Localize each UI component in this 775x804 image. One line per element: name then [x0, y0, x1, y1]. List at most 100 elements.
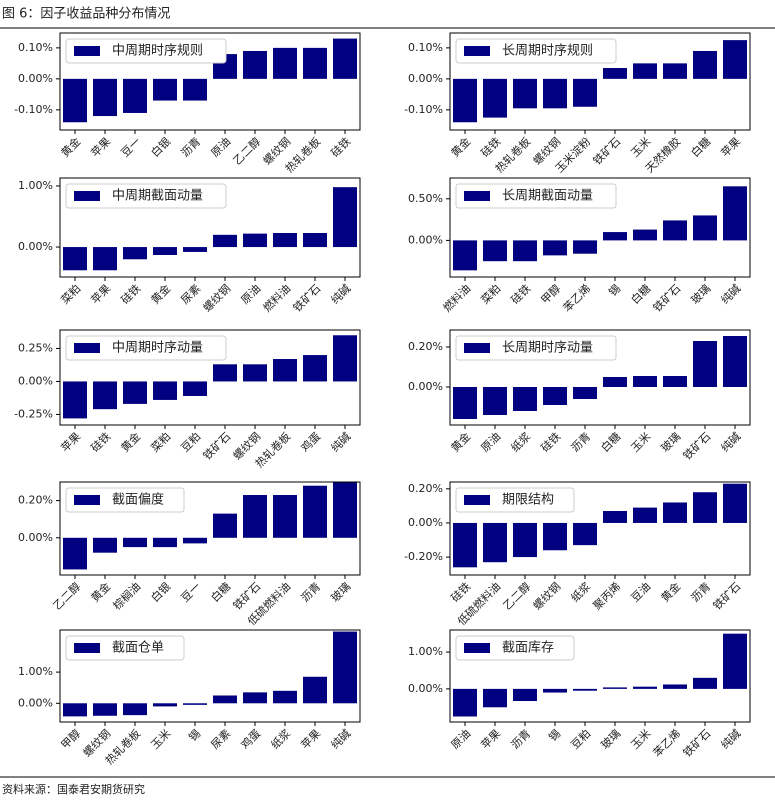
x-tick-label: 沥青	[508, 727, 533, 752]
bar	[93, 78, 117, 117]
legend-box	[455, 335, 617, 361]
x-tick-label: 黄金	[658, 579, 683, 604]
bar	[483, 688, 507, 708]
y-tick-label: 0.10%	[18, 41, 53, 54]
legend-box	[65, 335, 227, 361]
chart: 0.00% 1.00% 原油 苹果 沥青锡豆粕 玻璃 玉米苯乙烯铁矿石 纯碱 截面库存	[408, 629, 751, 760]
bar	[513, 78, 537, 109]
x-tick-label: 白银	[148, 134, 173, 159]
x-tick-label: 螺纹钢	[200, 281, 233, 314]
legend-box	[65, 487, 185, 513]
legend-label: 中周期时序动量	[112, 341, 203, 356]
x-tick-label: 锡	[546, 726, 564, 744]
plot-frame	[59, 481, 361, 576]
x-tick-label: 玻璃	[658, 429, 683, 454]
bar	[333, 187, 357, 248]
legend-swatch	[464, 46, 490, 56]
x-tick-label: 沥青	[568, 430, 593, 455]
x-tick-label: 豆一	[118, 135, 143, 160]
bar	[93, 381, 117, 410]
x-tick-label: 豆粕	[178, 429, 203, 454]
x-tick-label: 纯碱	[328, 282, 353, 307]
plot-frame	[59, 177, 361, 278]
legend-box	[455, 635, 575, 661]
y-tick-label: 1.00%	[408, 645, 443, 658]
legend-swatch	[464, 495, 490, 505]
x-tick-label: 原油	[448, 726, 473, 751]
x-tick-label: 纸浆	[568, 579, 593, 604]
bar	[483, 78, 507, 118]
y-tick-label: 0.00%	[18, 374, 53, 387]
legend-box	[65, 38, 227, 64]
bar	[543, 688, 567, 693]
bar	[93, 537, 117, 553]
x-tick-label: 玻璃	[328, 579, 353, 604]
legend-label: 长周期时序规则	[502, 44, 593, 59]
x-tick-label: 菜粕	[58, 281, 83, 306]
bar	[93, 247, 117, 271]
bar	[123, 78, 147, 113]
bar	[603, 68, 627, 79]
bar	[93, 703, 117, 716]
legend-box	[455, 183, 617, 209]
bar	[453, 688, 477, 717]
bar	[723, 336, 747, 387]
legend-box	[65, 183, 227, 209]
x-tick-label: 黄金	[448, 429, 473, 454]
x-tick-label: 白糖	[598, 429, 623, 454]
x-tick-label: 甲醇	[538, 281, 563, 306]
x-tick-label: 玉米	[148, 727, 173, 752]
x-tick-label: 纯碱	[328, 430, 353, 455]
x-tick-label: 苹果	[88, 134, 113, 159]
x-tick-label: 鸡蛋	[238, 726, 263, 751]
bar	[153, 703, 177, 707]
x-tick-label: 硅铁	[538, 430, 563, 455]
bar	[543, 522, 567, 551]
bar	[603, 377, 627, 387]
bar	[273, 47, 297, 79]
bar	[483, 240, 507, 262]
y-tick-label: 0.20%	[408, 482, 443, 495]
x-tick-label: 尿素	[178, 282, 203, 307]
bar	[303, 485, 327, 538]
x-tick-label: 黄金	[148, 281, 173, 306]
x-tick-label: 硅铁	[88, 430, 113, 455]
bar	[333, 482, 357, 538]
bar	[723, 633, 747, 689]
x-tick-label: 豆油	[628, 579, 653, 604]
y-tick-label: 0.00%	[408, 233, 443, 246]
bar	[663, 502, 687, 523]
bar	[153, 78, 177, 101]
bar	[213, 364, 237, 382]
bar	[153, 381, 177, 400]
x-tick-label: 沥青	[688, 580, 713, 605]
plot-frame	[59, 32, 361, 131]
bar	[273, 495, 297, 538]
legend-label: 截面库存	[502, 640, 554, 656]
x-tick-label: 铁矿石	[681, 430, 714, 463]
x-tick-label: 纸浆	[268, 726, 293, 751]
bar	[123, 703, 147, 716]
x-tick-label: 原油	[238, 281, 263, 306]
x-tick-label: 苹果	[58, 429, 83, 454]
plot-frame	[59, 629, 361, 723]
legend-label: 长周期时序动量	[502, 341, 593, 356]
bar	[723, 186, 747, 241]
x-tick-label: 白银	[148, 579, 173, 604]
x-tick-label: 聚丙烯	[591, 580, 624, 613]
bar	[573, 522, 597, 546]
bar	[633, 229, 657, 241]
legend-box	[65, 635, 185, 661]
bar	[663, 63, 687, 79]
bar	[693, 341, 717, 387]
y-tick-label: 0.20%	[18, 494, 53, 507]
bar	[513, 522, 537, 558]
legend-label: 中周期时序规则	[112, 44, 203, 59]
x-tick-label: 沥青	[178, 135, 203, 160]
bar	[243, 50, 267, 79]
bar	[543, 387, 567, 405]
